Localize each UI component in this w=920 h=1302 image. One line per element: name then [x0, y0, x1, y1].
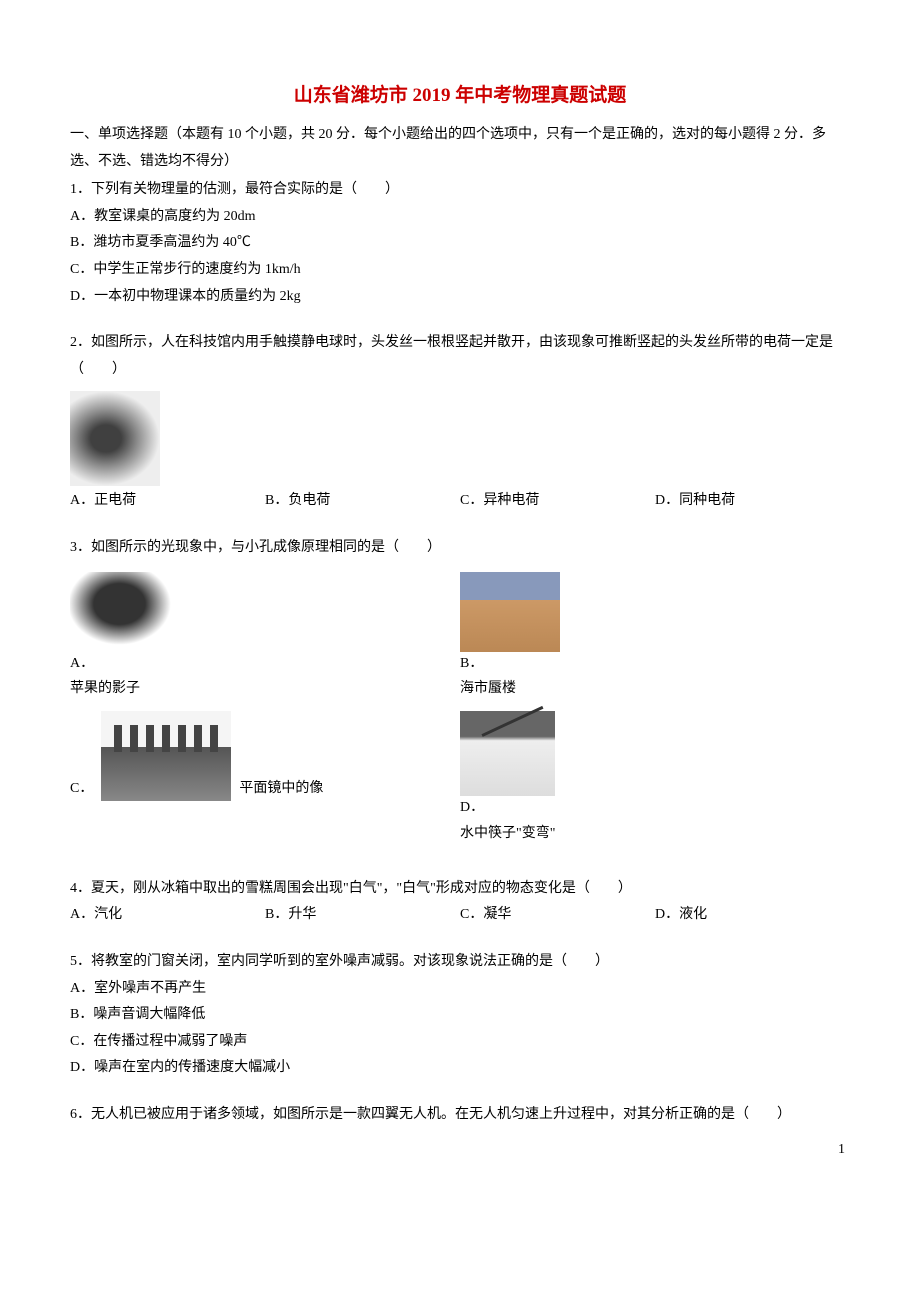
q1-option-d: D．一本初中物理课本的质量约为 2kg	[70, 284, 850, 311]
q6-text: 6．无人机已被应用于诸多领域，如图所示是一款四翼无人机。在无人机匀速上升过程中，…	[70, 1102, 850, 1129]
q5-option-a: A．室外噪声不再产生	[70, 976, 850, 1003]
q3-a-label: A．	[70, 652, 460, 676]
question-6: 6．无人机已被应用于诸多领域，如图所示是一款四翼无人机。在无人机匀速上升过程中，…	[70, 1102, 850, 1129]
q5-options: A．室外噪声不再产生 B．噪声音调大幅降低 C．在传播过程中减弱了噪声 D．噪声…	[70, 976, 850, 1082]
q4-options: A．汽化 B．升华 C．凝华 D．液化	[70, 902, 850, 929]
q3-b-caption: 海市蜃楼	[460, 677, 850, 701]
q3-text: 3．如图所示的光现象中，与小孔成像原理相同的是（ ）	[70, 535, 850, 562]
q5-text: 5．将教室的门窗关闭，室内同学听到的室外噪声减弱。对该现象说法正确的是（ ）	[70, 949, 850, 976]
q3-option-d: D． 水中筷子"变弯"	[460, 711, 850, 846]
q4-option-c: C．凝华	[460, 902, 655, 929]
q3-c-label: C．	[70, 777, 93, 801]
q3-option-c: C． 平面镜中的像	[70, 711, 460, 846]
section-header: 一、单项选择题（本题有 10 个小题，共 20 分．每个小题给出的四个选项中，只…	[70, 122, 850, 175]
page-number: 1	[838, 1142, 845, 1158]
q2-text: 2．如图所示，人在科技馆内用手触摸静电球时，头发丝一根根竖起并散开，由该现象可推…	[70, 330, 850, 383]
q5-option-b: B．噪声音调大幅降低	[70, 1002, 850, 1029]
q1-option-b: B．潍坊市夏季高温约为 40℃	[70, 230, 850, 257]
q2-options: A．正电荷 B．负电荷 C．异种电荷 D．同种电荷	[70, 488, 850, 515]
q3-image-c	[101, 711, 231, 801]
q3-image-d	[460, 711, 555, 796]
q2-image	[70, 391, 160, 486]
q2-option-c: C．异种电荷	[460, 488, 655, 515]
document-title: 山东省潍坊市 2019 年中考物理真题试题	[70, 80, 850, 107]
q3-image-b	[460, 572, 560, 652]
q3-c-caption: 平面镜中的像	[239, 777, 323, 801]
q1-option-a: A．教室课桌的高度约为 20dm	[70, 204, 850, 231]
q3-option-a: A． 苹果的影子	[70, 572, 460, 702]
q2-option-a: A．正电荷	[70, 488, 265, 515]
q5-option-d: D．噪声在室内的传播速度大幅减小	[70, 1055, 850, 1082]
q1-options: A．教室课桌的高度约为 20dm B．潍坊市夏季高温约为 40℃ C．中学生正常…	[70, 204, 850, 310]
q4-option-b: B．升华	[265, 902, 460, 929]
q3-d-label: D．	[460, 796, 850, 820]
q3-b-label: B．	[460, 652, 850, 676]
q3-d-caption: 水中筷子"变弯"	[460, 822, 850, 846]
q4-text: 4．夏天，刚从冰箱中取出的雪糕周围会出现"白气"，"白气"形成对应的物态变化是（…	[70, 876, 850, 903]
question-3: 3．如图所示的光现象中，与小孔成像原理相同的是（ ） A． 苹果的影子 B． 海…	[70, 535, 850, 856]
question-1: 1．下列有关物理量的估测，最符合实际的是（ ） A．教室课桌的高度约为 20dm…	[70, 177, 850, 310]
q3-a-caption: 苹果的影子	[70, 677, 460, 701]
q4-option-d: D．液化	[655, 902, 850, 929]
q4-option-a: A．汽化	[70, 902, 265, 929]
q3-options-grid: A． 苹果的影子 B． 海市蜃楼 C． 平面镜中的像 D． 水中筷子"变弯"	[70, 572, 850, 856]
question-2: 2．如图所示，人在科技馆内用手触摸静电球时，头发丝一根根竖起并散开，由该现象可推…	[70, 330, 850, 515]
q3-image-a	[70, 572, 180, 652]
q1-option-c: C．中学生正常步行的速度约为 1km/h	[70, 257, 850, 284]
q5-option-c: C．在传播过程中减弱了噪声	[70, 1029, 850, 1056]
question-4: 4．夏天，刚从冰箱中取出的雪糕周围会出现"白气"，"白气"形成对应的物态变化是（…	[70, 876, 850, 929]
q2-option-d: D．同种电荷	[655, 488, 850, 515]
q3-option-b: B． 海市蜃楼	[460, 572, 850, 702]
q1-text: 1．下列有关物理量的估测，最符合实际的是（ ）	[70, 177, 850, 204]
question-5: 5．将教室的门窗关闭，室内同学听到的室外噪声减弱。对该现象说法正确的是（ ） A…	[70, 949, 850, 1082]
q2-option-b: B．负电荷	[265, 488, 460, 515]
